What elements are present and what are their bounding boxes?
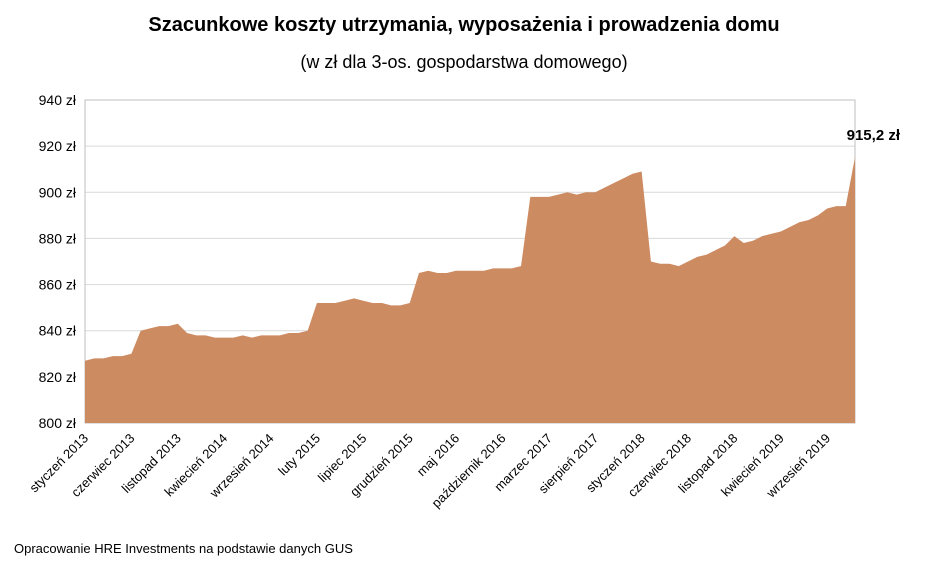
- y-axis-tick-label: 920 zł: [39, 138, 77, 154]
- chart-title: Szacunkowe koszty utrzymania, wyposażeni…: [148, 14, 780, 36]
- y-axis-tick-label: 880 zł: [39, 230, 77, 246]
- x-axis-tick-label: maj 2016: [414, 431, 462, 479]
- area-series: [85, 157, 855, 423]
- y-axis-tick-label: 860 zł: [39, 277, 77, 293]
- y-axis-tick-label: 800 zł: [39, 415, 77, 431]
- y-axis-tick-label: 940 zł: [39, 92, 77, 108]
- y-axis-tick-label: 840 zł: [39, 323, 77, 339]
- y-axis-tick-label: 900 zł: [39, 184, 77, 200]
- y-axis-tick-label: 820 zł: [39, 369, 77, 385]
- last-value-label: 915,2 zł: [847, 127, 901, 144]
- chart-subtitle: (w zł dla 3-os. gospodarstwa domowego): [300, 52, 628, 72]
- source-note: Opracowanie HRE Investments na podstawie…: [14, 541, 353, 556]
- x-axis-tick-label: luty 2015: [275, 431, 323, 479]
